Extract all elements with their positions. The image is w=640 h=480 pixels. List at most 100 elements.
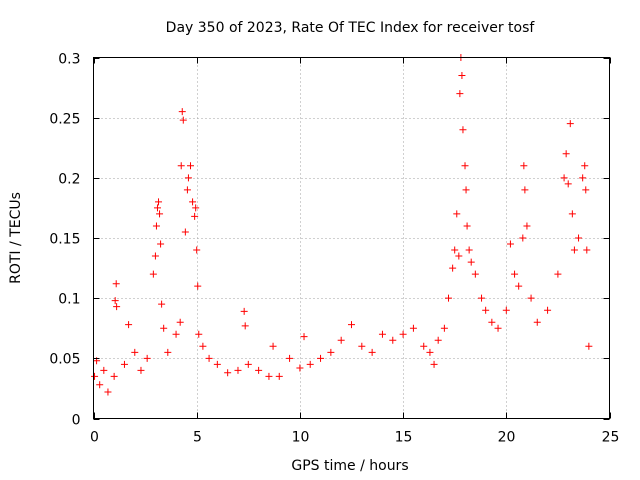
- data-point: [111, 297, 119, 305]
- y-axis-label: ROTI / TECUs: [8, 192, 24, 284]
- y-tick-label: 0.15: [49, 232, 80, 248]
- data-point: [511, 270, 519, 278]
- data-point: [348, 321, 355, 329]
- data-point: [440, 324, 448, 332]
- data-point: [205, 354, 213, 362]
- data-point: [463, 222, 471, 230]
- plot-frame: [93, 57, 610, 419]
- x-tick-label: 0: [90, 430, 99, 446]
- data-point: [575, 234, 583, 242]
- data-point: [113, 303, 121, 311]
- data-point: [265, 372, 273, 380]
- data-point: [156, 210, 164, 218]
- data-point: [176, 318, 184, 326]
- data-point: [502, 306, 510, 314]
- data-point: [378, 330, 386, 338]
- axis-ticks: [93, 57, 611, 420]
- data-point: [399, 330, 407, 338]
- y-tick-label: 0: [72, 413, 81, 429]
- data-point: [241, 322, 249, 330]
- data-point: [178, 108, 186, 116]
- data-point: [465, 246, 473, 254]
- data-point: [189, 198, 197, 206]
- data-point: [275, 372, 283, 380]
- grid: [93, 57, 610, 419]
- data-point: [358, 342, 366, 350]
- data-point: [560, 174, 568, 182]
- data-point: [434, 336, 442, 344]
- data-point: [120, 360, 128, 368]
- data-point: [409, 324, 417, 332]
- data-point: [554, 270, 562, 278]
- data-point: [193, 246, 201, 254]
- data-point: [337, 336, 345, 344]
- data-point: [158, 300, 166, 308]
- data-point: [533, 318, 541, 326]
- data-point: [420, 342, 428, 350]
- data-point: [269, 342, 277, 350]
- data-point: [187, 162, 195, 170]
- data-point: [494, 324, 502, 332]
- data-point: [195, 330, 203, 338]
- y-tick-label: 0.3: [58, 52, 80, 68]
- data-point: [426, 348, 434, 356]
- data-point: [143, 354, 151, 362]
- data-point: [583, 246, 591, 254]
- data-point: [152, 222, 160, 230]
- data-point: [244, 360, 252, 368]
- data-points: [91, 54, 593, 396]
- data-point: [177, 162, 185, 170]
- data-point: [183, 186, 191, 194]
- y-tick-label: 0.25: [49, 112, 80, 128]
- data-point: [327, 348, 335, 356]
- y-tick-label: 0.05: [49, 352, 80, 368]
- data-point: [137, 366, 145, 374]
- chart-title: Day 350 of 2023, Rate Of TEC Index for r…: [166, 20, 536, 36]
- data-point: [453, 210, 461, 218]
- data-point: [213, 360, 221, 368]
- data-point: [368, 348, 376, 356]
- data-point: [181, 228, 189, 236]
- x-tick-label: 15: [395, 430, 413, 446]
- x-tick-labels: 0 5 10 15 20 25: [90, 430, 619, 446]
- data-point: [582, 186, 590, 194]
- data-point: [240, 307, 248, 315]
- data-point: [112, 280, 120, 288]
- data-point: [104, 388, 112, 396]
- y-tick-label: 0.1: [58, 292, 80, 308]
- data-point: [153, 204, 161, 212]
- data-point: [317, 354, 325, 362]
- data-point: [488, 318, 496, 326]
- data-point: [585, 342, 593, 350]
- data-point: [430, 360, 438, 368]
- data-point: [451, 246, 459, 254]
- data-point: [306, 360, 314, 368]
- data-point: [125, 321, 133, 329]
- data-point: [179, 116, 187, 124]
- x-tick-label: 20: [498, 430, 516, 446]
- data-point: [544, 306, 552, 314]
- data-point: [100, 366, 108, 374]
- data-point: [456, 90, 464, 98]
- data-point: [449, 264, 457, 272]
- data-point: [579, 174, 587, 182]
- data-point: [519, 234, 527, 242]
- data-point: [160, 324, 168, 332]
- data-point: [478, 294, 486, 302]
- data-point: [482, 306, 490, 314]
- x-axis-label: GPS time / hours: [291, 458, 408, 474]
- data-point: [389, 336, 397, 344]
- data-point: [471, 270, 479, 278]
- data-point: [199, 342, 207, 350]
- data-point: [164, 348, 172, 356]
- data-point: [568, 210, 576, 218]
- data-point: [224, 369, 232, 377]
- data-point: [458, 72, 466, 80]
- data-point: [521, 186, 529, 194]
- data-point: [459, 126, 467, 134]
- x-tick-label: 10: [292, 430, 310, 446]
- data-point: [515, 282, 523, 290]
- data-point: [184, 174, 192, 182]
- data-point: [461, 162, 469, 170]
